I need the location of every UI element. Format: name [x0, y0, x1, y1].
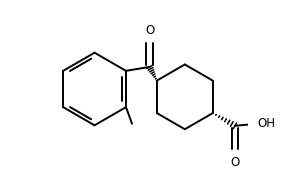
- Text: OH: OH: [257, 117, 275, 130]
- Text: O: O: [230, 156, 239, 169]
- Text: O: O: [145, 24, 154, 37]
